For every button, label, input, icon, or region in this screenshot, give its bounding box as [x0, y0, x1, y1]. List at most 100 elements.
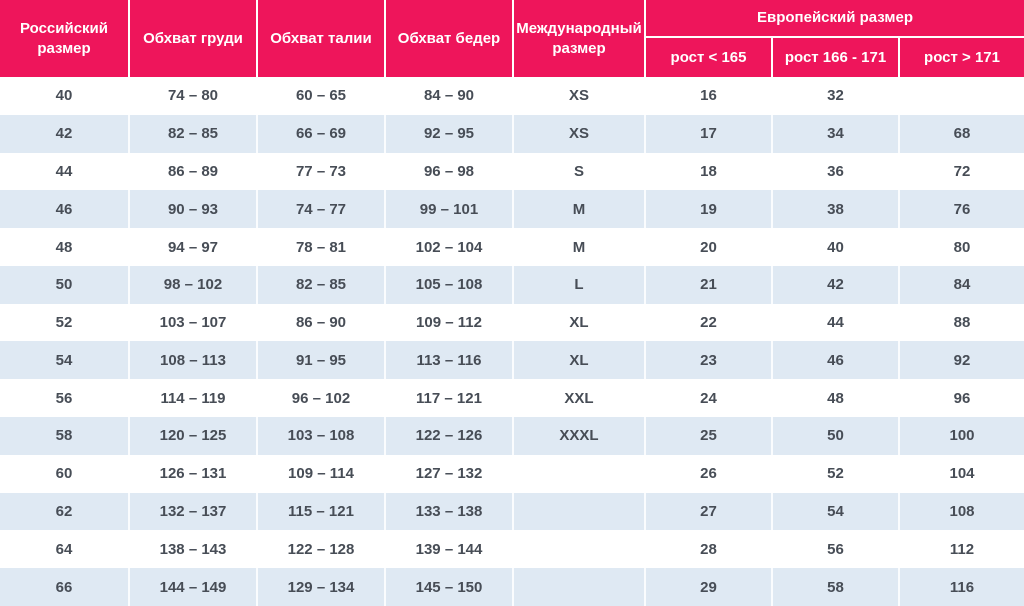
- table-cell: 86 – 89: [128, 152, 256, 191]
- table-cell: 82 – 85: [256, 265, 384, 304]
- table-cell: 22: [644, 303, 771, 342]
- table-cell: 84 – 90: [384, 77, 512, 115]
- table-cell: [512, 568, 644, 606]
- table-cell: 126 – 131: [128, 454, 256, 493]
- table-row: 66 144 – 149 129 – 134 145 – 150 29 58 116: [0, 568, 1024, 606]
- table-cell: 68: [898, 114, 1024, 153]
- table-cell: 86 – 90: [256, 303, 384, 342]
- table-cell: 139 – 144: [384, 530, 512, 569]
- table-cell: XS: [512, 114, 644, 153]
- table-header: Российский размер Обхват груди Обхват та…: [0, 0, 1024, 77]
- table-cell: 48: [55, 238, 73, 256]
- table-cell: 108 – 113: [128, 341, 256, 380]
- table-row: 40 74 – 80 60 – 65 84 – 90 XS 16 32: [0, 77, 1024, 115]
- table-cell: 127 – 132: [384, 454, 512, 493]
- table-row: 64 138 – 143 122 – 128 139 – 144 28 56 112: [0, 530, 1024, 569]
- table-cell: 96 – 98: [384, 152, 512, 191]
- table-cell: 113 – 116: [384, 341, 512, 380]
- table-cell: 20: [644, 228, 771, 266]
- table-cell: 132 – 137: [128, 492, 256, 531]
- table-cell: 16: [644, 77, 771, 115]
- table-cell: [512, 492, 644, 531]
- table-cell: 103 – 107: [128, 303, 256, 342]
- header-european-subrow: рост < 165 рост 166 - 171 рост > 171: [646, 38, 1024, 77]
- table-cell: 54: [55, 351, 73, 369]
- table-cell: 60: [55, 465, 73, 483]
- table-cell: [512, 530, 644, 569]
- table-cell: 36: [771, 152, 898, 191]
- table-cell: 105 – 108: [384, 265, 512, 304]
- table-cell: 46: [55, 200, 73, 218]
- table-cell: 129 – 134: [256, 568, 384, 606]
- table-cell: 84: [898, 265, 1024, 304]
- table-cell: 72: [898, 152, 1024, 191]
- table-cell: XXXL: [512, 417, 644, 455]
- table-cell: 76: [898, 190, 1024, 229]
- table-cell: 96: [898, 379, 1024, 418]
- table-row: 56 114 – 119 96 – 102 117 – 121 XXL 24 48 96: [0, 379, 1024, 418]
- table-cell: XS: [512, 77, 644, 115]
- header-height-166-171: рост 166 - 171: [771, 38, 898, 77]
- table-cell: 56: [55, 389, 73, 407]
- table-row: 44 86 – 89 77 – 73 96 – 98 S 18 36 72: [0, 152, 1024, 191]
- table-cell: 77 – 73: [256, 152, 384, 191]
- table-cell: 50: [771, 417, 898, 455]
- table-cell: 54: [771, 492, 898, 531]
- table-cell: 122 – 126: [384, 417, 512, 455]
- table-cell: 98 – 102: [128, 265, 256, 304]
- table-cell: 58: [771, 568, 898, 606]
- table-cell: 102 – 104: [384, 228, 512, 266]
- table-row: 54 108 – 113 91 – 95 113 – 116 XL 23 46 92: [0, 341, 1024, 380]
- table-cell: 66 – 69: [256, 114, 384, 153]
- table-cell: S: [512, 152, 644, 191]
- header-waist: Обхват талии: [256, 0, 384, 77]
- table-cell: 78 – 81: [256, 228, 384, 266]
- header-height-lt-165: рост < 165: [646, 38, 771, 77]
- table-row: 42 82 – 85 66 – 69 92 – 95 XS 17 34 68: [0, 114, 1024, 153]
- table-cell: XL: [512, 341, 644, 380]
- table-cell: 28: [644, 530, 771, 569]
- table-cell: 104: [898, 454, 1024, 493]
- table-cell: 96 – 102: [256, 379, 384, 418]
- table-cell: XL: [512, 303, 644, 342]
- table-cell: 64: [55, 540, 73, 558]
- table-cell: 27: [644, 492, 771, 531]
- table-cell: 19: [644, 190, 771, 229]
- header-russian-size: Российский размер: [0, 0, 128, 77]
- table-cell: 74 – 77: [256, 190, 384, 229]
- table-row: 60 126 – 131 109 – 114 127 – 132 26 52 104: [0, 454, 1024, 493]
- table-cell: 56: [771, 530, 898, 569]
- table-cell: 17: [644, 114, 771, 153]
- table-cell: 18: [644, 152, 771, 191]
- table-cell: 133 – 138: [384, 492, 512, 531]
- table-cell: 60 – 65: [256, 77, 384, 115]
- table-cell: M: [512, 190, 644, 229]
- table-cell: 88: [898, 303, 1024, 342]
- table-cell: 94 – 97: [128, 228, 256, 266]
- table-cell: 116: [898, 568, 1024, 606]
- table-cell: 38: [771, 190, 898, 229]
- table-row: 48 94 – 97 78 – 81 102 – 104 M 20 40 80: [0, 228, 1024, 266]
- table-cell: 74 – 80: [128, 77, 256, 115]
- table-cell: 91 – 95: [256, 341, 384, 380]
- table-cell: 80: [898, 228, 1024, 266]
- table-cell: 32: [771, 77, 898, 115]
- table-cell: 25: [644, 417, 771, 455]
- table-cell: 24: [644, 379, 771, 418]
- table-cell: 90 – 93: [128, 190, 256, 229]
- table-row: 52 103 – 107 86 – 90 109 – 112 XL 22 44 88: [0, 303, 1024, 342]
- table-cell: 122 – 128: [256, 530, 384, 569]
- table-cell: 52: [55, 314, 73, 332]
- table-cell: 29: [644, 568, 771, 606]
- table-cell: L: [512, 265, 644, 304]
- table-cell: 109 – 112: [384, 303, 512, 342]
- table-cell: 109 – 114: [256, 454, 384, 493]
- table-cell: [512, 454, 644, 493]
- table-cell: 50: [55, 276, 73, 294]
- table-cell: 112: [898, 530, 1024, 569]
- table-cell: 21: [644, 265, 771, 304]
- table-row: 50 98 – 102 82 – 85 105 – 108 L 21 42 84: [0, 265, 1024, 304]
- table-cell: 44: [55, 162, 73, 180]
- table-cell: 82 – 85: [128, 114, 256, 153]
